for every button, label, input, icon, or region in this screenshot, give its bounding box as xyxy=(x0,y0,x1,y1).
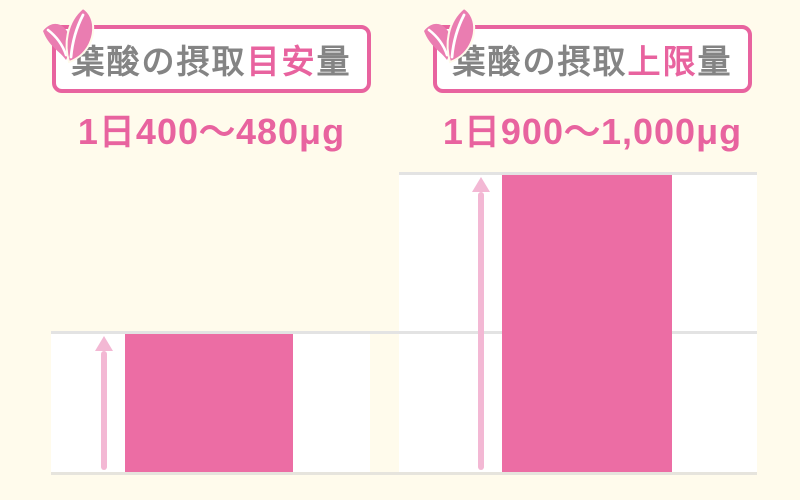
up-arrow-recommended xyxy=(95,336,113,470)
title-suffix: 量 xyxy=(697,43,733,80)
title-highlight: 目安 xyxy=(246,43,317,80)
title-box-upper-limit: 葉酸の摂取上限量 xyxy=(424,6,752,93)
title-box-recommended: 葉酸の摂取目安量 xyxy=(43,6,371,93)
bar-upper-limit xyxy=(502,175,672,472)
title-prefix: 葉酸の摂取 xyxy=(452,43,628,80)
arrow-head-icon xyxy=(472,177,490,192)
subtitle-recommended-amount: 1日400〜480μg xyxy=(77,111,346,152)
title-highlight: 上限 xyxy=(627,43,698,80)
arrow-shaft xyxy=(478,192,484,470)
gridline-upper-limit-level xyxy=(399,172,757,175)
title-text-upper-limit: 葉酸の摂取上限量 xyxy=(453,35,733,83)
gridline-recommended-level xyxy=(51,331,757,334)
chart-baseline xyxy=(51,472,757,475)
subtitle-upper-limit-amount: 1日900〜1,000μg xyxy=(442,111,743,152)
arrow-head-icon xyxy=(95,336,113,351)
title-prefix: 葉酸の摂取 xyxy=(71,43,247,80)
title-suffix: 量 xyxy=(316,43,352,80)
arrow-shaft xyxy=(101,351,107,470)
title-text-recommended: 葉酸の摂取目安量 xyxy=(72,35,352,83)
bar-recommended xyxy=(125,334,293,472)
up-arrow-upper-limit xyxy=(472,177,490,470)
